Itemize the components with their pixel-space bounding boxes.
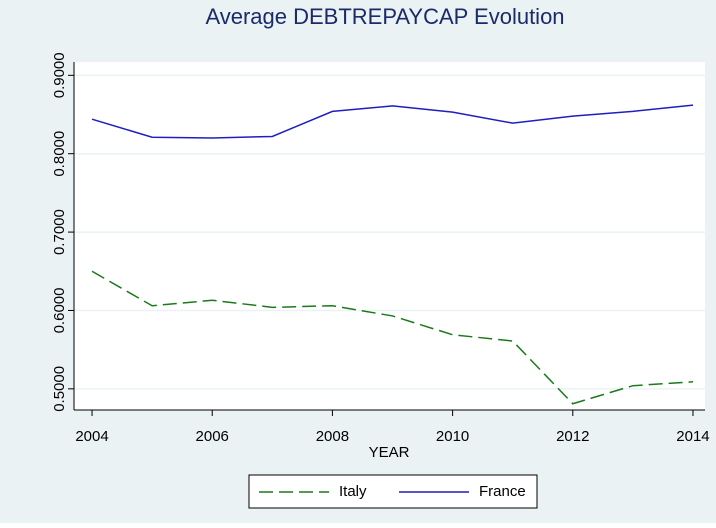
y-tick-label: 0.6000 [51, 288, 68, 334]
x-tick-label: 2008 [316, 428, 349, 445]
y-tick-label: 0.9000 [51, 52, 68, 98]
x-tick-label: 2004 [75, 428, 108, 445]
y-tick-label: 0.7000 [51, 209, 68, 255]
x-tick-label: 2010 [436, 428, 469, 445]
legend-label: France [479, 483, 526, 500]
series-line [91, 104, 694, 139]
x-tick-label: 2006 [196, 428, 229, 445]
legend-label: Italy [339, 483, 367, 500]
y-tick-label: 0.5000 [51, 366, 68, 412]
legend [248, 474, 538, 509]
x-tick-label: 2012 [556, 428, 589, 445]
plot-area [74, 62, 705, 410]
y-tick-label: 0.8000 [51, 131, 68, 177]
x-tick-label: 2014 [676, 428, 709, 445]
chart-title: Average DEBTREPAYCAP Evolution [205, 4, 564, 29]
x-axis-label: YEAR [369, 444, 410, 461]
series-line [91, 270, 694, 405]
